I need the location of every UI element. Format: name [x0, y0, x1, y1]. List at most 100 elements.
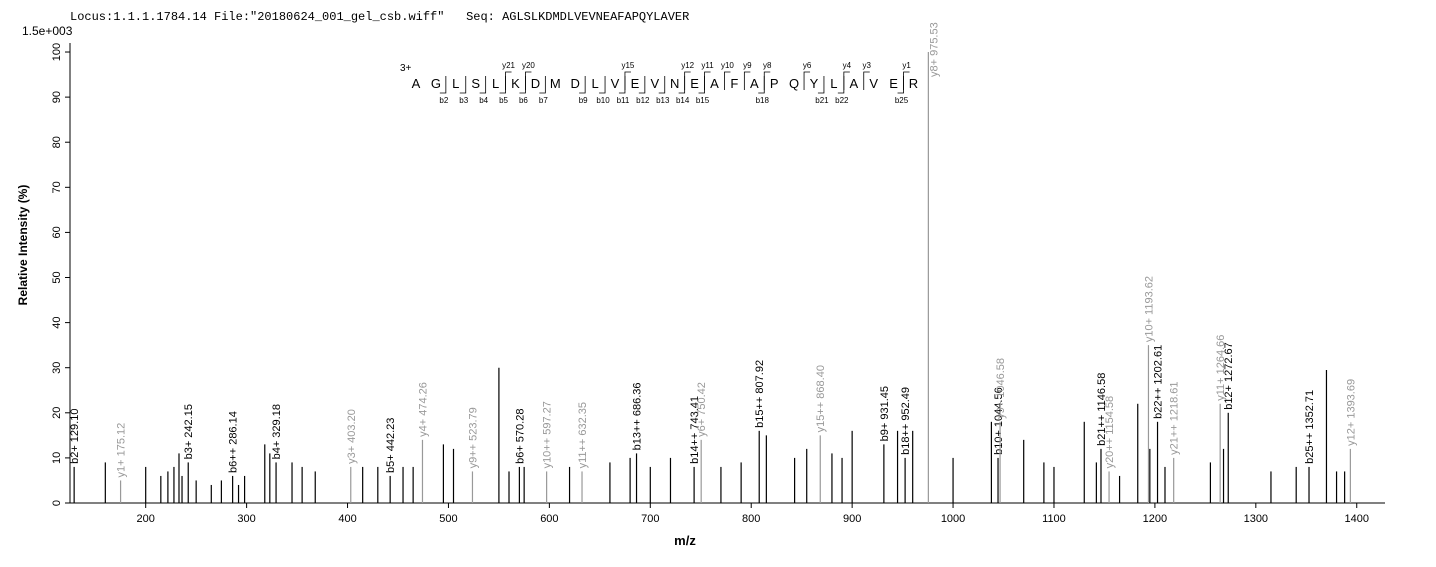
- y-tick-label: 10: [51, 452, 63, 464]
- x-tick-label: 300: [237, 513, 255, 525]
- peak-label: b6+ 570.28: [514, 409, 526, 464]
- x-axis-label: m/z: [674, 533, 696, 548]
- peak-label: y10++ 597.27: [542, 401, 554, 468]
- y-tick-label: 60: [51, 226, 63, 238]
- y-ion-label: y3: [863, 61, 872, 70]
- y-axis-label: Relative Intensity (%): [16, 185, 30, 306]
- b-ion-mark: [519, 76, 526, 94]
- residue: L: [830, 76, 837, 91]
- x-tick-label: 600: [540, 513, 558, 525]
- b-ion-label: b5: [499, 96, 508, 105]
- residue: K: [511, 76, 520, 91]
- y-ion-label: y21: [502, 61, 515, 70]
- residue: L: [591, 76, 598, 91]
- peak-label: y4+ 474.26: [417, 382, 429, 437]
- header: Locus:1.1.1.1784.14 File:"20180624_001_g…: [70, 10, 689, 24]
- b-ion-mark: [897, 76, 904, 94]
- y-ion-mark: [704, 71, 711, 90]
- b-ion-mark: [599, 76, 606, 94]
- peak-label: b21++ 1146.58: [1096, 373, 1108, 446]
- y-ion-mark: [763, 71, 771, 90]
- residue: V: [869, 76, 878, 91]
- y-ion-label: y6: [803, 61, 812, 70]
- b-ion-mark: [579, 76, 586, 94]
- residue: V: [650, 76, 659, 91]
- b-ion-mark: [837, 76, 845, 94]
- x-tick-label: 700: [641, 513, 659, 525]
- peak-label: y20++ 1154.58: [1104, 396, 1116, 469]
- peak-label: b9+ 931.45: [879, 386, 891, 441]
- residue: Q: [789, 76, 799, 91]
- peak-label: y8+ 975.53: [928, 22, 940, 77]
- y-tick-label: 50: [51, 271, 63, 283]
- x-tick-label: 500: [439, 513, 457, 525]
- peak-label: y11+ 1264.66: [1215, 335, 1227, 401]
- residue: E: [631, 76, 640, 91]
- b-ion-label: b11: [617, 96, 630, 105]
- b-ion-mark: [758, 76, 765, 94]
- x-tick-label: 1100: [1042, 513, 1066, 525]
- x-tick-label: 1000: [941, 513, 965, 525]
- residue: Y: [810, 76, 819, 91]
- b-ion-label: b13: [656, 96, 670, 105]
- b-ion-mark: [459, 76, 467, 94]
- b-ion-label: b6: [519, 96, 528, 105]
- peak-label: b25++ 1352.71: [1304, 390, 1316, 464]
- y-ion-mark: [743, 71, 751, 90]
- y-ion-label: y15: [621, 61, 634, 70]
- peak-label: y21++ 1218.61: [1169, 381, 1181, 454]
- b-ion-label: b9: [579, 96, 588, 105]
- y-tick-label: 80: [51, 136, 63, 148]
- b-ion-mark: [638, 76, 646, 94]
- b-ion-mark: [678, 76, 686, 94]
- y-tick-label: 20: [51, 407, 63, 419]
- peak-label: b5+ 442.23: [385, 418, 397, 473]
- y-ion-label: y10: [721, 61, 734, 70]
- y-ion-label: y4: [843, 61, 852, 70]
- residue: M: [550, 76, 561, 91]
- y-ion-mark: [843, 71, 850, 90]
- peak-label: y1+ 175.12: [116, 423, 128, 478]
- peak-label: b4+ 329.18: [271, 404, 283, 459]
- y-ion-mark: [903, 71, 910, 90]
- peak-label: b14++ 743.41: [689, 396, 701, 464]
- y-ion-mark: [863, 71, 870, 90]
- charge-state: 3+: [400, 63, 412, 74]
- x-tick-label: 800: [742, 513, 760, 525]
- peak-label: b3+ 242.15: [183, 404, 195, 459]
- peak-label: b10+ 1044.56: [993, 387, 1005, 455]
- b-ion-label: b22: [835, 96, 849, 105]
- x-tick-label: 1200: [1143, 513, 1167, 525]
- b-ion-label: b12: [636, 96, 650, 105]
- peak-label: y11++ 632.35: [577, 402, 589, 468]
- y-ion-mark: [684, 71, 691, 90]
- y-tick-label: 70: [51, 181, 63, 193]
- peak-label: y9++ 523.79: [467, 407, 479, 468]
- b-ion-mark: [618, 76, 626, 94]
- b-ion-label: b14: [676, 96, 690, 105]
- b-ion-mark: [698, 76, 705, 94]
- b-ion-label: b10: [596, 96, 610, 105]
- y-ion-label: y20: [522, 61, 535, 70]
- residue: L: [452, 76, 459, 91]
- peak-label: b18++ 952.49: [900, 387, 912, 455]
- y-ion-mark: [505, 71, 512, 90]
- y-ion-mark: [624, 71, 631, 90]
- b-ion-label: b7: [539, 96, 548, 105]
- b-ion-label: b25: [895, 96, 909, 105]
- peak-label: y9+ 1046.58: [995, 358, 1007, 419]
- y-ion-mark: [525, 71, 532, 90]
- b-ion-mark: [658, 76, 666, 94]
- x-tick-label: 1300: [1244, 513, 1268, 525]
- residue: V: [611, 76, 620, 91]
- b-ion-label: b21: [815, 96, 829, 105]
- y-ion-label: y12: [681, 61, 694, 70]
- b-ion-label: b18: [756, 96, 770, 105]
- b-ion-label: b4: [479, 96, 488, 105]
- residue: L: [492, 76, 499, 91]
- residue: F: [730, 76, 738, 91]
- y-ion-label: y8: [763, 61, 772, 70]
- residue: P: [770, 76, 779, 91]
- residue: N: [670, 76, 679, 91]
